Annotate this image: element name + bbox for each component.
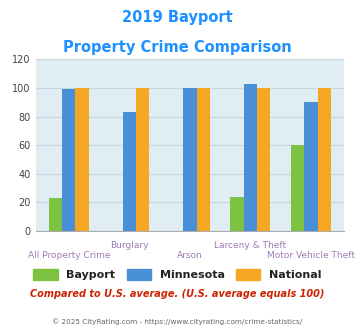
Text: Larceny & Theft: Larceny & Theft bbox=[214, 241, 286, 250]
Bar bbox=[230, 197, 244, 231]
Bar bbox=[291, 145, 304, 231]
Text: 2019 Bayport: 2019 Bayport bbox=[122, 10, 233, 25]
Bar bbox=[183, 88, 197, 231]
Bar bbox=[304, 102, 318, 231]
Bar bbox=[197, 88, 210, 231]
Legend: Bayport, Minnesota, National: Bayport, Minnesota, National bbox=[29, 265, 326, 285]
Bar bbox=[136, 88, 149, 231]
Text: All Property Crime: All Property Crime bbox=[28, 251, 110, 260]
Bar bbox=[123, 112, 136, 231]
Text: Compared to U.S. average. (U.S. average equals 100): Compared to U.S. average. (U.S. average … bbox=[30, 289, 325, 299]
Bar bbox=[257, 88, 271, 231]
Bar bbox=[62, 89, 76, 231]
Bar bbox=[49, 198, 62, 231]
Text: Motor Vehicle Theft: Motor Vehicle Theft bbox=[267, 251, 355, 260]
Bar bbox=[244, 84, 257, 231]
Text: Burglary: Burglary bbox=[110, 241, 149, 250]
Text: © 2025 CityRating.com - https://www.cityrating.com/crime-statistics/: © 2025 CityRating.com - https://www.city… bbox=[53, 318, 302, 325]
Text: Property Crime Comparison: Property Crime Comparison bbox=[63, 40, 292, 54]
Text: Arson: Arson bbox=[177, 251, 203, 260]
Bar bbox=[318, 88, 331, 231]
Bar bbox=[76, 88, 89, 231]
